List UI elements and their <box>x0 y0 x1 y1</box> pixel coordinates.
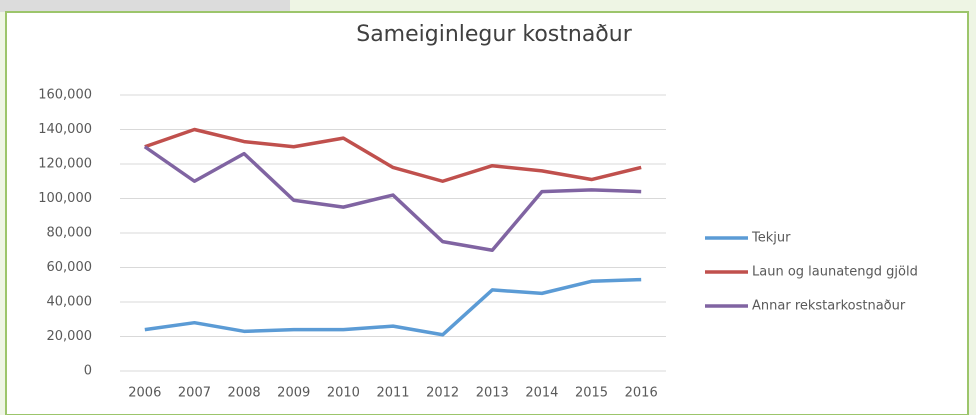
y-tick-label: 140,000 <box>38 122 92 137</box>
x-tick-label: 2013 <box>476 386 509 401</box>
y-tick-label: 0 <box>84 364 92 379</box>
y-tick-label: 60,000 <box>47 260 93 275</box>
x-tick-label: 2008 <box>228 386 261 401</box>
series-line <box>144 277 642 337</box>
x-tick-label: 2009 <box>277 386 310 401</box>
y-tick-label: 40,000 <box>47 295 93 310</box>
y-tick-label: 100,000 <box>38 191 92 206</box>
y-tick-label: 120,000 <box>38 157 92 172</box>
x-tick-label: 2006 <box>128 386 161 401</box>
legend-label: Tekjur <box>751 231 791 246</box>
legend-label: Laun og launatengd gjöld <box>752 265 918 280</box>
x-tick-label: 2015 <box>575 386 608 401</box>
chart-title: Sameiginlegur kostnaður <box>356 22 632 47</box>
y-tick-label: 160,000 <box>38 88 92 103</box>
series-line <box>144 127 642 183</box>
x-tick-label: 2010 <box>327 386 360 401</box>
y-tick-label: 20,000 <box>47 329 93 344</box>
tab <box>0 0 290 12</box>
y-tick-label: 80,000 <box>47 226 93 241</box>
chart-area <box>5 11 969 415</box>
x-tick-label: 2012 <box>426 386 459 401</box>
legend-label: Annar rekstarkostnaður <box>752 299 906 314</box>
x-tick-label: 2007 <box>178 386 211 401</box>
series-line <box>143 145 642 252</box>
x-tick-label: 2016 <box>625 386 658 401</box>
x-tick-label: 2014 <box>525 386 558 401</box>
x-tick-label: 2011 <box>376 386 409 401</box>
